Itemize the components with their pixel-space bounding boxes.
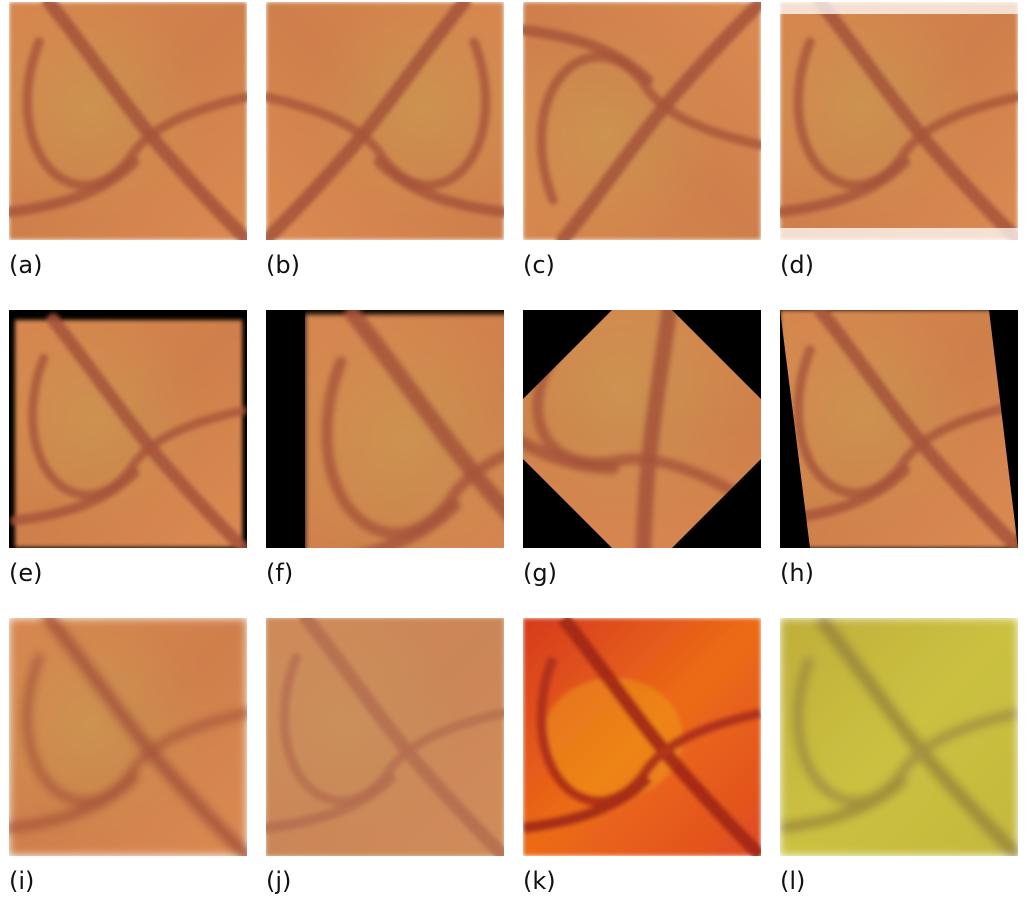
panel-label: (a) [9,251,43,279]
fundus-image [9,618,247,856]
panel-g: (g) [523,310,761,595]
panel-label: (e) [9,559,43,587]
fundus-image [266,310,504,548]
fundus-image [523,310,761,548]
panel-label: (g) [523,559,557,587]
fundus-image [780,2,1018,240]
fundus-image [523,2,761,240]
panel-f: (f) [266,310,504,595]
panel-label: (d) [780,251,814,279]
panel-j: (j) [266,618,504,903]
panel-d: (d) [780,2,1018,287]
panel-k: (k) [523,618,761,903]
panel-label: (c) [523,251,555,279]
fundus-image [266,2,504,240]
fundus-image [266,618,504,856]
panel-label: (b) [266,251,300,279]
panel-label: (k) [523,867,556,895]
panel-label: (f) [266,559,294,587]
panel-label: (l) [780,867,806,895]
panel-i: (i) [9,618,247,903]
fundus-image [9,310,247,548]
fundus-image [523,618,761,856]
panel-label: (h) [780,559,814,587]
fundus-image [780,618,1018,856]
panel-b: (b) [266,2,504,287]
fundus-image [9,2,247,240]
panel-c: (c) [523,2,761,287]
panel-label: (j) [266,867,292,895]
panel-h: (h) [780,310,1018,595]
panel-a: (a) [9,2,247,287]
panel-e: (e) [9,310,247,595]
fundus-image [780,310,1018,548]
panel-label: (i) [9,867,35,895]
panel-l: (l) [780,618,1018,903]
